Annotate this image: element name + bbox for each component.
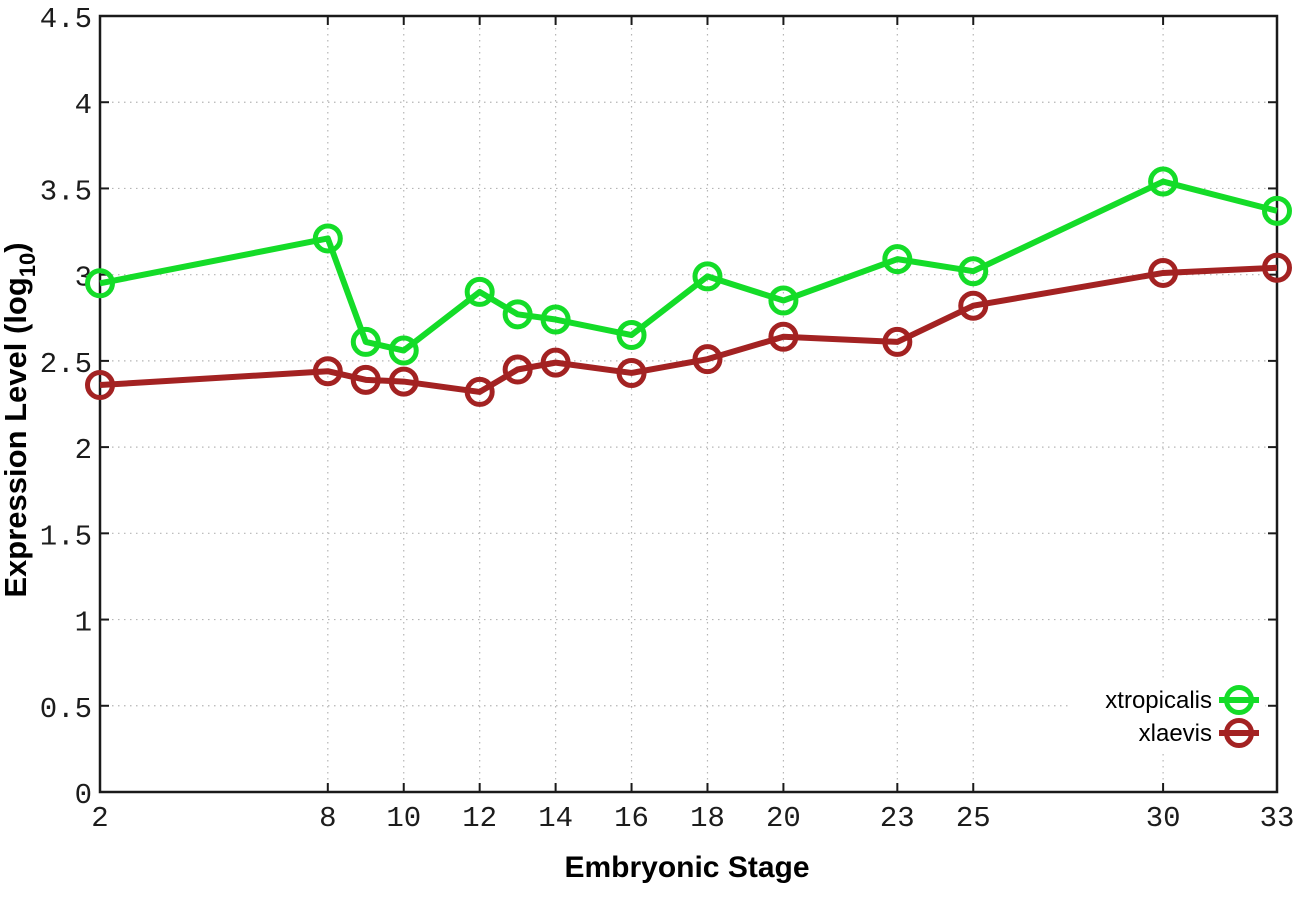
series-line-xtropicalis [99,178,1278,354]
data-point-marker-xtropicalis [540,304,571,335]
x-tick-label: 30 [1146,802,1181,835]
data-point-marker-xlaevis [768,321,799,352]
data-point-marker-xtropicalis [882,244,913,275]
data-point-marker-xlaevis [350,364,381,395]
y-tick-label: 0.5 [40,693,92,726]
data-point-marker-xlaevis [616,357,647,388]
legend-marker-icon-xlaevis [1224,718,1254,748]
plot-border [98,14,1279,794]
legend-entry-xtropicalis: xtropicalis [1105,685,1259,715]
data-point-marker-xtropicalis [464,276,495,307]
y-axis-title-subscript: 10 [15,253,40,277]
data-point-marker-xlaevis [502,354,533,385]
data-point-marker-xtropicalis [1148,166,1179,197]
x-tick-label: 16 [614,802,649,835]
data-point-marker-xtropicalis [85,268,115,299]
legend: xtropicalis xlaevis [1072,681,1265,751]
x-tick-label: 20 [766,802,801,835]
y-tick-label: 1 [75,607,92,640]
x-tick-label: 25 [956,802,991,835]
x-tick-label: 33 [1260,802,1295,835]
data-point-marker-xlaevis [540,347,571,378]
data-point-marker-xtropicalis [388,335,419,366]
data-point-marker-xlaevis [85,370,115,401]
y-tick-label: 2 [75,434,92,467]
series-line-xlaevis [99,264,1278,395]
tick-labels: 2 8 10 12 14 16 18 20 23 25 30 3300.511.522.533.544… [40,3,1295,835]
y-axis-title: Expression Level (log10) [0,242,40,597]
y-axis-title-close: ) [0,242,33,252]
y-tick-label: 3.5 [40,175,92,208]
x-tick-label: 14 [538,802,573,835]
data-point-marker-xtropicalis [768,285,799,316]
data-point-marker-xlaevis [388,366,419,397]
y-tick-label: 0 [75,779,92,812]
y-axis-title-main: Expression Level (log [0,277,33,597]
data-point-marker-xlaevis [958,290,989,321]
data-point-marker-xlaevis [692,344,723,375]
legend-label-xlaevis: xlaevis [1139,720,1212,747]
y-tick-label: 4 [75,89,92,122]
data-point-marker-xtropicalis [502,299,533,330]
data-point-marker-xlaevis [464,376,495,407]
data-point-marker-xlaevis [312,356,343,387]
data-point-marker-xlaevis [1262,252,1292,283]
x-tick-label: 18 [690,802,725,835]
data-point-marker-xtropicalis [958,256,989,287]
legend-marker-icon-xtropicalis [1224,685,1254,715]
data-point-marker-xtropicalis [350,326,381,357]
legend-label-xtropicalis: xtropicalis [1105,687,1212,714]
data-point-marker-xtropicalis [616,320,647,351]
legend-background [1072,681,1265,751]
data-series [85,166,1292,407]
x-tick-label: 8 [319,802,336,835]
data-point-marker-xtropicalis [692,261,723,292]
x-axis-title: Embryonic Stage [564,851,809,884]
x-tick-label: 12 [462,802,497,835]
x-tick-label: 2 [91,802,108,835]
legend-entry-xlaevis: xlaevis [1139,718,1259,748]
y-axis-title-text: Expression Level (log10) [0,242,40,597]
data-point-marker-xtropicalis [1262,195,1292,226]
gridlines [99,15,1278,793]
y-tick-label: 1.5 [40,520,92,553]
data-point-marker-xlaevis [1148,257,1179,288]
x-tick-label: 10 [386,802,421,835]
y-tick-label: 2.5 [40,348,92,381]
y-tick-label: 4.5 [40,3,92,36]
data-point-marker-xtropicalis [312,223,343,254]
x-tick-label: 23 [880,802,915,835]
axis-ticks [99,15,1278,793]
data-point-marker-xlaevis [882,326,913,357]
